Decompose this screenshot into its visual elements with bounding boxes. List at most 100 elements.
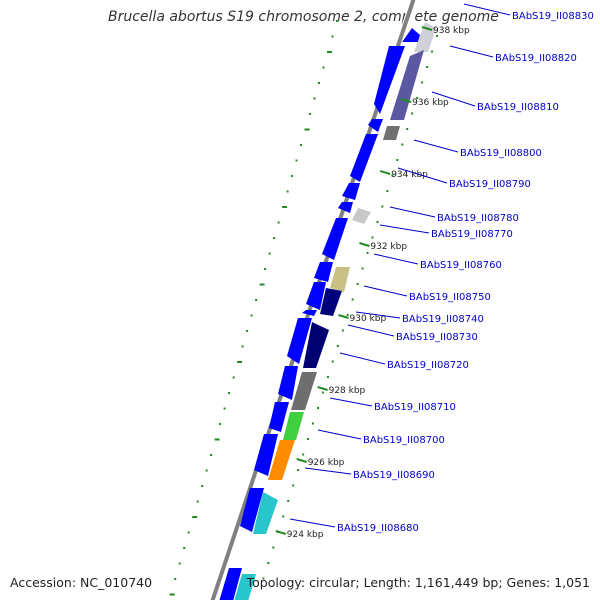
gene-label: BAbS19_II08760: [420, 260, 502, 271]
gc-dot: [259, 283, 265, 286]
gc-dot: [246, 330, 249, 332]
gc-dot: [307, 438, 309, 440]
gene-leader-line: [449, 45, 494, 58]
gc-dot: [304, 128, 310, 131]
gc-dot: [376, 221, 379, 223]
gc-dot: [300, 144, 302, 146]
gc-dot: [371, 236, 374, 239]
cds-arrow: [306, 282, 326, 310]
gene-block: [268, 440, 295, 480]
gene-block: [291, 372, 317, 410]
gc-dot: [219, 423, 222, 425]
gene-label: BAbS19_II08830: [512, 11, 594, 22]
gene-leader-line: [389, 206, 436, 218]
kbp-ticks: 938 kbp 936 kbp 934 kbp 932 kbp 930 kbp 928 k…: [275, 26, 470, 540]
kbp-tick: [359, 242, 370, 247]
cds-arrow: [350, 134, 378, 182]
cds-arrow: [302, 310, 317, 316]
gene-label: BAbS19_II08710: [374, 402, 456, 413]
genome-summary-text: Topology: circular; Length: 1,161,449 bp…: [246, 575, 590, 590]
gene-leader-line: [373, 253, 419, 265]
gene-label: BAbS19_II08800: [460, 148, 542, 159]
gc-dot: [421, 81, 424, 84]
gene-leader-line: [431, 91, 476, 107]
gc-dot: [187, 531, 190, 534]
kbp-tick: [379, 170, 391, 175]
gene-leader-line: [379, 224, 430, 234]
cds-arrow: [342, 183, 360, 200]
gc-dot: [292, 484, 295, 487]
gc-dot: [262, 577, 265, 580]
gene-label: BAbS19_II08730: [396, 332, 478, 343]
kbp-tick-label: 938 kbp: [433, 26, 470, 36]
gc-dot: [336, 345, 339, 347]
gc-dot: [431, 50, 433, 53]
gc-dot: [386, 190, 389, 192]
gc-dot: [250, 314, 253, 317]
kbp-tick: [275, 530, 287, 535]
gene-leader-line: [289, 518, 336, 528]
gc-dot: [381, 205, 384, 208]
gc-dot: [237, 361, 243, 363]
kbp-tick-label: 928 kbp: [329, 386, 366, 396]
kbp-tick-label: 934 kbp: [391, 170, 428, 180]
gene-leader-line: [463, 3, 511, 16]
kbp-tick-label: 926 kbp: [308, 458, 345, 468]
gene-label: BAbS19_II08720: [387, 360, 469, 371]
gc-dot: [295, 159, 298, 162]
kbp-tick-label: 930 kbp: [350, 314, 387, 324]
cds-arrow: [338, 202, 353, 213]
gene-label: BAbS19_II08680: [337, 523, 419, 534]
gene-leader-line: [304, 467, 352, 475]
gc-dot: [232, 376, 235, 379]
gc-dot: [341, 329, 344, 332]
gc-dot: [326, 376, 329, 378]
cds-arrow: [287, 318, 312, 364]
gc-dot: [272, 546, 275, 549]
forward-strand-track: [219, 28, 420, 600]
gc-dot: [346, 314, 349, 316]
kbp-tick-label: 924 kbp: [287, 530, 324, 540]
gc-dot: [401, 143, 404, 146]
accession-text: Accession: NC_010740: [10, 575, 153, 590]
gene-block: [234, 574, 256, 600]
gc-dot: [406, 128, 409, 130]
gc-dot: [268, 252, 271, 255]
gene-leader-line: [339, 352, 386, 365]
gc-dot: [178, 562, 181, 565]
gc-dot: [192, 516, 198, 518]
gene-label: BAbS19_II08690: [353, 470, 435, 481]
gc-dot: [351, 298, 354, 301]
gc-dot: [391, 174, 394, 177]
cds-arrow: [254, 434, 278, 476]
gc-dot: [318, 82, 320, 84]
gc-dot: [169, 593, 175, 596]
inner-gc-track: [262, 35, 438, 580]
gc-dot: [361, 267, 364, 270]
gene-block: [303, 322, 329, 368]
gc-dot: [282, 206, 288, 208]
gc-dot: [214, 438, 220, 441]
kbp-tick: [338, 314, 349, 319]
gene-label: BAbS19_II08770: [431, 229, 513, 240]
gene-block: [330, 267, 350, 292]
gc-dot: [331, 35, 334, 38]
gene-leader-line: [355, 311, 401, 319]
cds-arrow: [240, 488, 264, 532]
gc-dot: [411, 112, 414, 115]
outer-gc-track: [169, 20, 338, 596]
gc-dot: [322, 66, 325, 69]
gc-dot: [302, 453, 305, 456]
gc-dot: [210, 454, 213, 456]
gc-dot: [309, 113, 311, 115]
gc-dot: [183, 547, 186, 549]
gc-dot: [264, 268, 267, 270]
kbp-tick-label: 932 kbp: [370, 242, 407, 252]
gene-block: [320, 288, 342, 316]
gc-dot: [267, 562, 270, 564]
gene-leader-line: [397, 167, 448, 184]
gc-dot: [317, 407, 319, 409]
gc-dot: [396, 159, 399, 161]
gc-dot: [241, 345, 244, 348]
